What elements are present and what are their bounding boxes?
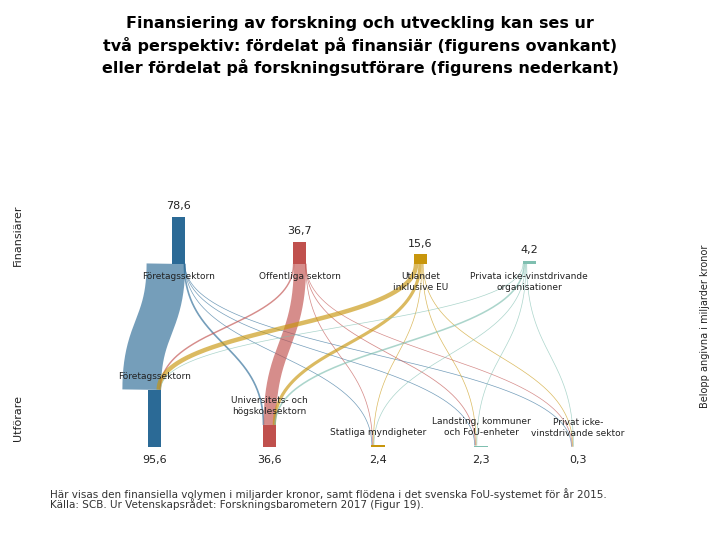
Text: Privata icke-vinstdrivande
organisationer: Privata icke-vinstdrivande organisatione…	[470, 272, 588, 293]
Bar	[172, 217, 185, 264]
Text: 2,3: 2,3	[472, 455, 490, 465]
Text: Statliga myndigheter: Statliga myndigheter	[330, 428, 426, 437]
Text: Privat icke-
vinstdrivande sektor: Privat icke- vinstdrivande sektor	[531, 418, 624, 438]
Bar	[263, 425, 276, 447]
Text: Företagssektorn: Företagssektorn	[142, 272, 215, 281]
Text: Belopp angivna i miljarder kronor: Belopp angivna i miljarder kronor	[700, 245, 710, 408]
Bar	[414, 254, 427, 264]
Text: 2,4: 2,4	[369, 455, 387, 465]
Text: Offentliga sektorn: Offentliga sektorn	[258, 272, 341, 281]
Text: 36,6: 36,6	[257, 455, 282, 465]
Text: Landsting, kommuner
och FoU-enheter: Landsting, kommuner och FoU-enheter	[431, 417, 531, 437]
Bar	[293, 242, 306, 264]
Text: Finansiärer: Finansiärer	[13, 204, 23, 266]
Text: Källa: SCB. Ur Vetenskapsrådet: Forskningsbarometern 2017 (Figur 19).: Källa: SCB. Ur Vetenskapsrådet: Forsknin…	[50, 498, 424, 510]
Text: 36,7: 36,7	[287, 226, 312, 236]
Text: 15,6: 15,6	[408, 239, 433, 249]
Text: Här visas den finansiella volymen i miljarder kronor, samt flödena i det svenska: Här visas den finansiella volymen i milj…	[50, 488, 607, 500]
Text: 95,6: 95,6	[142, 455, 167, 465]
Text: Finansiering av forskning och utveckling kan ses ur
två perspektiv: fördelat på : Finansiering av forskning och utveckling…	[102, 16, 618, 76]
Text: Företagssektorn: Företagssektorn	[118, 372, 191, 381]
Text: Utlandet
inklusive EU: Utlandet inklusive EU	[393, 272, 448, 293]
Bar	[523, 261, 536, 264]
Text: 78,6: 78,6	[166, 201, 191, 211]
Text: 0,3: 0,3	[569, 455, 587, 465]
Bar	[474, 446, 487, 447]
Text: Utförare: Utförare	[13, 395, 23, 441]
Text: 4,2: 4,2	[521, 246, 539, 255]
Bar	[372, 446, 384, 447]
Bar	[148, 390, 161, 447]
Text: Universitets- och
högskolesektorn: Universitets- och högskolesektorn	[231, 396, 307, 416]
